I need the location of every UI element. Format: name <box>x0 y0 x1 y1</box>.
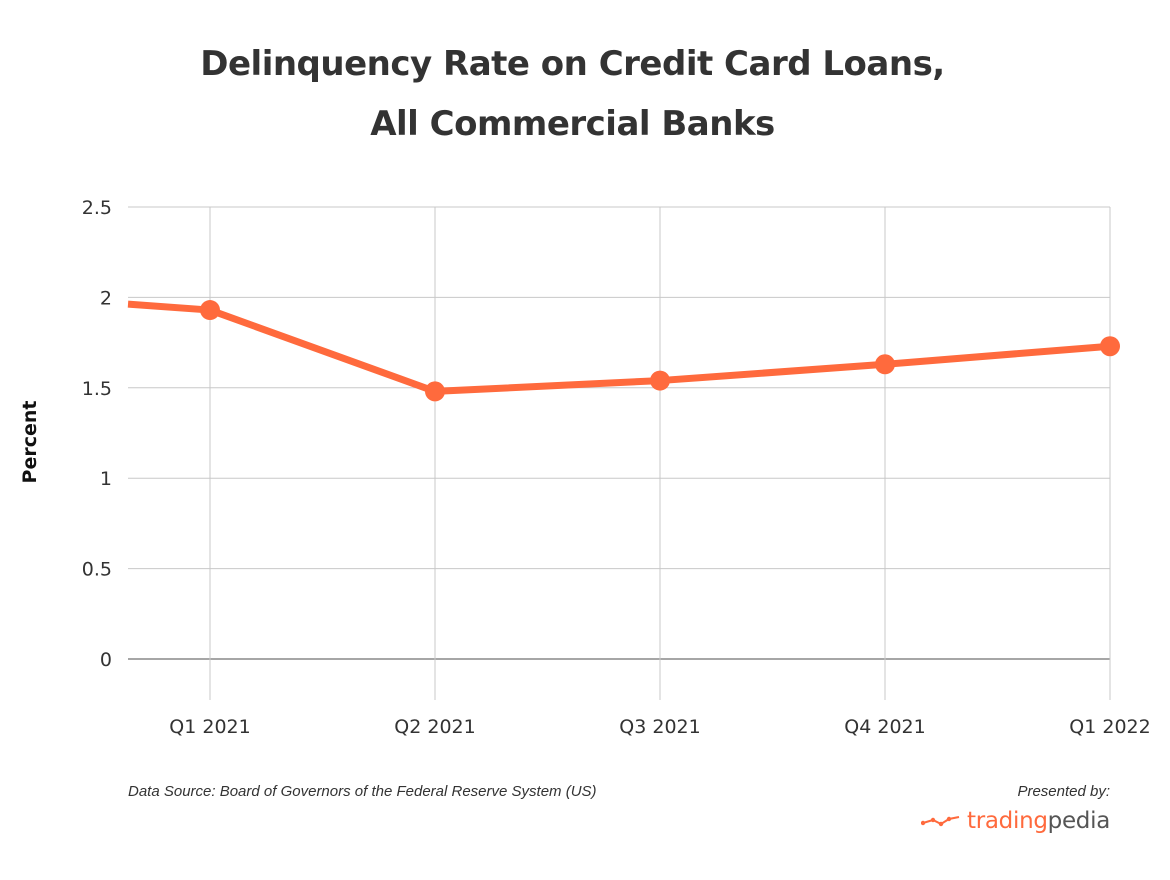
data-source-note: Data Source: Board of Governors of the F… <box>128 783 597 800</box>
y-tick-label: 0.5 <box>82 559 112 581</box>
data-point <box>1100 336 1120 357</box>
y-tick-label: 0 <box>100 649 112 671</box>
y-tick-label: 1.5 <box>82 378 112 400</box>
y-axis-label: Percent <box>19 400 41 484</box>
y-tick-label: 2.5 <box>82 197 112 219</box>
brand-name-part2: pedia <box>1047 808 1111 834</box>
x-tick-label: Q3 2021 <box>619 716 700 738</box>
x-tick-label: Q2 2021 <box>394 716 475 738</box>
data-point <box>650 370 670 391</box>
trend-line-icon <box>921 816 960 827</box>
data-point <box>200 300 220 321</box>
brand-name-part1: trading <box>967 808 1048 834</box>
y-tick-label: 1 <box>100 468 112 490</box>
brand-name: tradingpedia <box>967 808 1110 834</box>
chart-title-line2: All Commercial Banks <box>370 104 775 144</box>
tradingpedia-logo: tradingpedia <box>921 808 1110 834</box>
x-tick-label: Q1 2022 <box>1069 716 1150 738</box>
x-tick-label: Q4 2021 <box>844 716 925 738</box>
presented-by-label: Presented by: <box>1017 783 1110 800</box>
y-tick-label: 2 <box>100 287 112 309</box>
data-point <box>425 381 445 402</box>
x-tick-label: Q1 2021 <box>169 716 250 738</box>
series-line <box>127 300 1111 395</box>
y-axis-label-container: Percent <box>8 401 52 484</box>
data-point <box>875 354 895 375</box>
chart-title-line1: Delinquency Rate on Credit Card Loans, <box>200 44 945 84</box>
